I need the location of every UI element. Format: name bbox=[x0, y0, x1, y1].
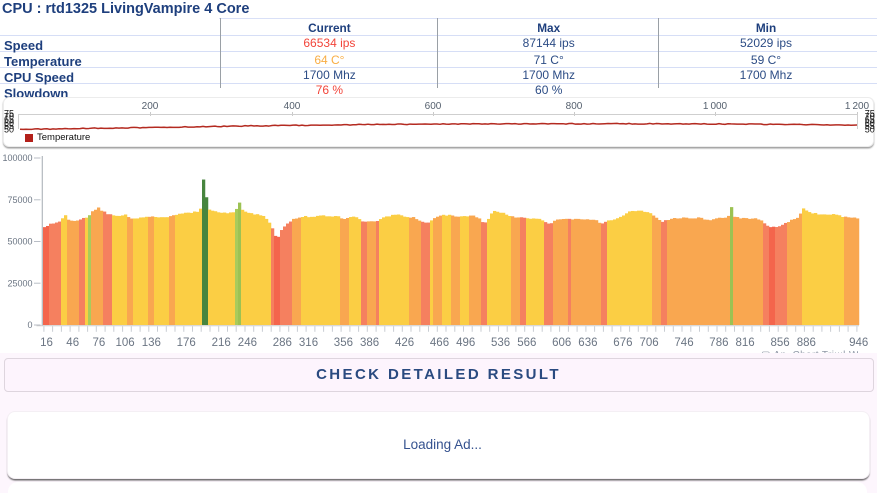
svg-text:216: 216 bbox=[212, 337, 231, 349]
svg-text:356: 356 bbox=[334, 337, 353, 349]
svg-text:100000: 100000 bbox=[2, 153, 32, 163]
svg-text:566: 566 bbox=[517, 337, 536, 349]
svg-text:55: 55 bbox=[865, 121, 875, 131]
svg-text:75: 75 bbox=[865, 108, 875, 118]
svg-text:65: 65 bbox=[865, 115, 875, 125]
svg-text:636: 636 bbox=[578, 337, 597, 349]
svg-text:886: 886 bbox=[797, 337, 816, 349]
svg-text:46: 46 bbox=[66, 337, 79, 349]
svg-text:536: 536 bbox=[491, 337, 510, 349]
svg-text:946: 946 bbox=[849, 337, 868, 349]
svg-text:50: 50 bbox=[4, 124, 14, 134]
svg-text:856: 856 bbox=[771, 337, 790, 349]
svg-text:246: 246 bbox=[238, 337, 257, 349]
svg-text:676: 676 bbox=[613, 337, 632, 349]
svg-text:426: 426 bbox=[395, 337, 414, 349]
svg-text:70: 70 bbox=[865, 112, 875, 122]
svg-text:466: 466 bbox=[430, 337, 449, 349]
svg-text:176: 176 bbox=[177, 337, 196, 349]
svg-text:706: 706 bbox=[640, 337, 659, 349]
svg-text:50000: 50000 bbox=[7, 237, 32, 247]
svg-text:496: 496 bbox=[456, 337, 475, 349]
svg-text:0: 0 bbox=[27, 320, 32, 330]
svg-text:70: 70 bbox=[4, 112, 14, 122]
svg-text:286: 286 bbox=[273, 337, 292, 349]
svg-text:816: 816 bbox=[736, 337, 755, 349]
svg-text:76: 76 bbox=[93, 337, 106, 349]
svg-text:75: 75 bbox=[4, 108, 14, 118]
svg-text:136: 136 bbox=[142, 337, 161, 349]
svg-text:50: 50 bbox=[865, 124, 875, 134]
svg-text:60: 60 bbox=[865, 118, 875, 128]
svg-text:386: 386 bbox=[360, 337, 379, 349]
svg-text:16: 16 bbox=[40, 337, 53, 349]
svg-text:746: 746 bbox=[674, 337, 693, 349]
svg-text:55: 55 bbox=[4, 121, 14, 131]
svg-text:60: 60 bbox=[4, 118, 14, 128]
svg-text:316: 316 bbox=[299, 337, 318, 349]
svg-text:75000: 75000 bbox=[7, 195, 32, 205]
svg-text:106: 106 bbox=[116, 337, 135, 349]
svg-text:25000: 25000 bbox=[7, 278, 32, 288]
svg-text:786: 786 bbox=[709, 337, 728, 349]
svg-text:606: 606 bbox=[552, 337, 571, 349]
svg-text:65: 65 bbox=[4, 115, 14, 125]
